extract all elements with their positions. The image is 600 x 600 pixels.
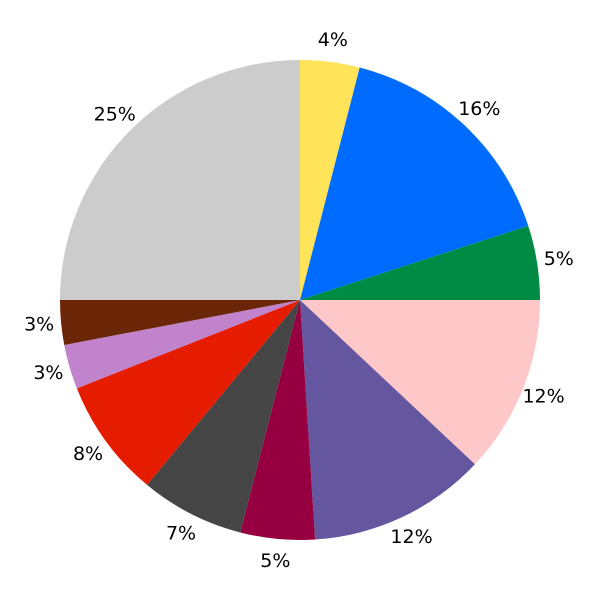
pie-slice bbox=[60, 60, 300, 300]
pie-slice bbox=[240, 300, 316, 540]
pie-slices bbox=[60, 60, 540, 540]
pie-slice bbox=[147, 300, 300, 533]
slice-label: 8% bbox=[73, 443, 103, 465]
pie-slice bbox=[300, 225, 540, 300]
slice-label: 5% bbox=[544, 248, 574, 270]
pie-slice bbox=[300, 60, 360, 300]
pie-slice bbox=[300, 67, 529, 300]
slice-label: 3% bbox=[33, 362, 63, 384]
pie-slice bbox=[300, 300, 475, 540]
slice-label: 16% bbox=[458, 98, 500, 120]
slice-label: 7% bbox=[166, 522, 196, 544]
slice-label: 5% bbox=[260, 550, 290, 572]
pie-slice bbox=[64, 300, 300, 389]
slice-label: 3% bbox=[24, 314, 54, 336]
slice-label: 12% bbox=[390, 526, 432, 548]
pie-slice bbox=[76, 300, 301, 485]
pie-slice bbox=[60, 300, 300, 345]
pie-labels: 4% 16% 5% 12% 12% 5% 7% 8% 3% 3% 25% bbox=[24, 29, 574, 572]
pie-slice bbox=[300, 300, 540, 465]
slice-label: 12% bbox=[522, 385, 564, 407]
slice-label: 25% bbox=[94, 104, 136, 126]
slice-label: 4% bbox=[318, 29, 348, 51]
